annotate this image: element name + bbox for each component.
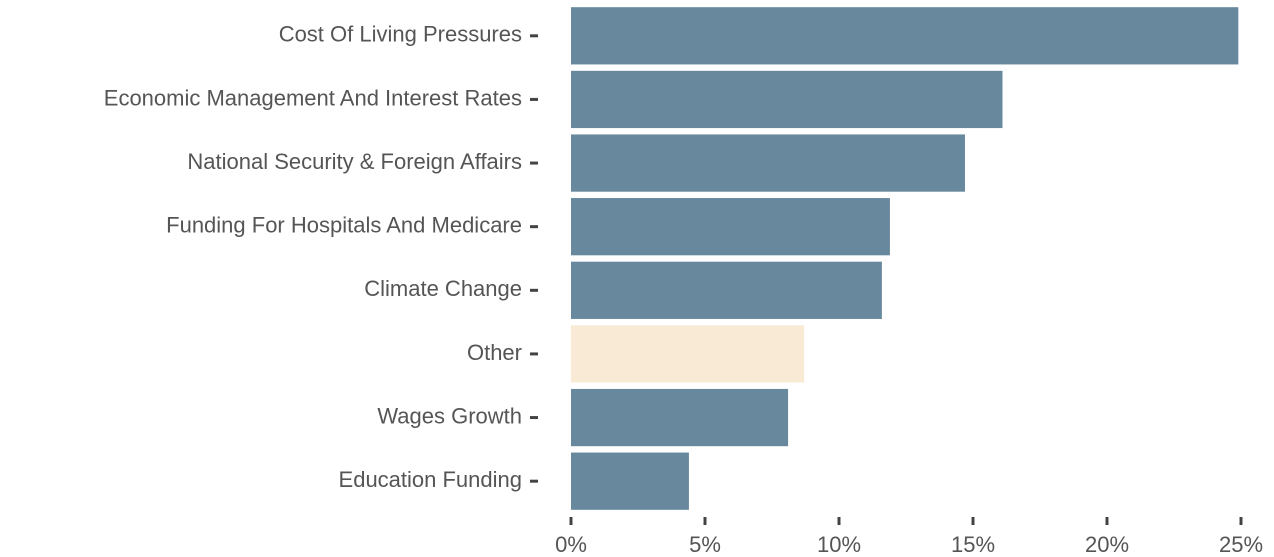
y-tick-label: Climate Change [364, 276, 522, 301]
x-tick-label: 25% [1219, 532, 1263, 557]
bar [571, 388, 789, 447]
x-tick-label: 20% [1085, 532, 1129, 557]
x-tick-label: 0% [555, 532, 587, 557]
y-tick-label: National Security & Foreign Affairs [187, 149, 522, 174]
x-tick-label: 15% [951, 532, 995, 557]
x-tick-label: 5% [689, 532, 721, 557]
y-tick-label: Economic Management And Interest Rates [104, 85, 522, 110]
y-tick-label: Education Funding [339, 467, 522, 492]
y-tick-label: Cost Of Living Pressures [279, 22, 522, 47]
bar [571, 452, 689, 510]
bar [571, 134, 965, 192]
bar [571, 198, 890, 256]
bar [571, 70, 1003, 129]
bar [571, 261, 882, 319]
bar [571, 7, 1239, 65]
y-tick-label: Wages Growth [377, 403, 522, 428]
y-tick-label: Other [467, 340, 522, 365]
y-tick-label: Funding For Hospitals And Medicare [166, 213, 522, 238]
x-tick-label: 10% [817, 532, 861, 557]
bar [571, 325, 805, 383]
